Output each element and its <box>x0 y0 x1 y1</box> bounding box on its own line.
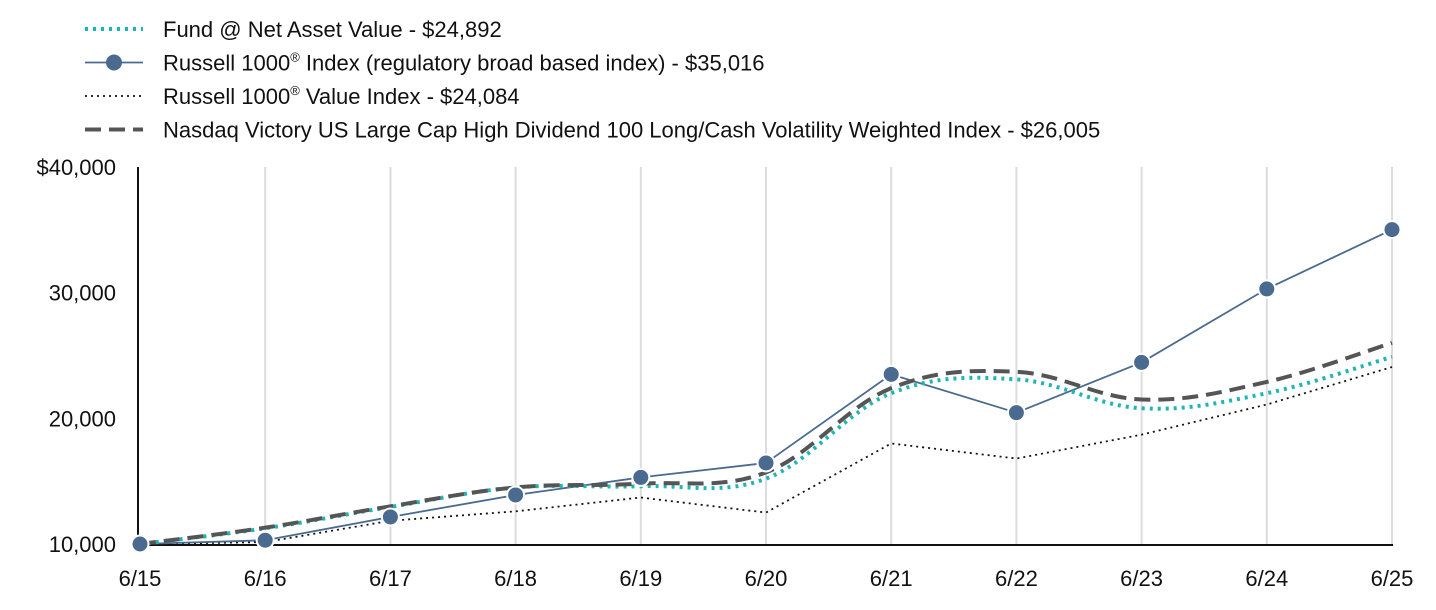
vertical-gridlines <box>264 167 1393 544</box>
x-tick-label: 6/23 <box>1120 566 1163 591</box>
legend: Fund @ Net Asset Value - $24,892 Russell … <box>85 17 1100 143</box>
data-point-marker <box>1257 279 1277 299</box>
x-tick-label: 6/18 <box>494 566 537 591</box>
axes <box>137 167 1393 546</box>
tick-labels: 10,000 20,000 30,000 $40,000 6/15 6/16 6/17 6/1… <box>36 155 1413 591</box>
legend-label: Fund @ Net Asset Value - $24,892 <box>163 17 502 42</box>
data-point-marker <box>1006 403 1026 423</box>
data-point-marker <box>1132 352 1152 372</box>
y-tick-label: $40,000 <box>36 155 116 180</box>
x-tick-label: 6/17 <box>369 566 412 591</box>
x-tick-label: 6/16 <box>244 566 287 591</box>
data-point-marker <box>1382 220 1402 240</box>
data-point-marker <box>756 453 776 473</box>
x-tick-label: 6/22 <box>995 566 1038 591</box>
data-point-marker <box>631 467 651 487</box>
legend-item-3: Russell 1000® Value Index - $24,084 <box>85 83 520 109</box>
y-tick-label: 30,000 <box>49 281 116 306</box>
x-tick-label: 6/25 <box>1371 566 1414 591</box>
data-point-marker <box>380 507 400 527</box>
x-tick-label: 6/21 <box>870 566 913 591</box>
legend-marker <box>106 54 122 71</box>
y-tick-label: 10,000 <box>49 532 116 557</box>
x-tick-label: 6/19 <box>619 566 662 591</box>
legend-label: Russell 1000® Index (regulatory broad ba… <box>163 50 765 76</box>
series-line-3 <box>139 366 1393 545</box>
data-point-marker <box>506 485 526 505</box>
x-tick-label: 6/20 <box>745 566 788 591</box>
y-tick-label: 20,000 <box>49 406 116 431</box>
legend-label: Nasdaq Victory US Large Cap High Dividen… <box>163 118 1100 143</box>
legend-item-4: Nasdaq Victory US Large Cap High Dividen… <box>85 118 1100 143</box>
legend-label: Russell 1000® Value Index - $24,084 <box>163 83 520 109</box>
x-tick-label: 6/24 <box>1245 566 1288 591</box>
x-tick-label: 6/15 <box>119 566 162 591</box>
data-point-marker <box>881 364 901 384</box>
legend-item-1: Fund @ Net Asset Value - $24,892 <box>85 17 502 42</box>
data-point-marker <box>255 530 275 550</box>
legend-item-2: Russell 1000® Index (regulatory broad ba… <box>85 50 765 76</box>
series-lines <box>130 220 1402 554</box>
data-point-marker <box>130 534 150 554</box>
